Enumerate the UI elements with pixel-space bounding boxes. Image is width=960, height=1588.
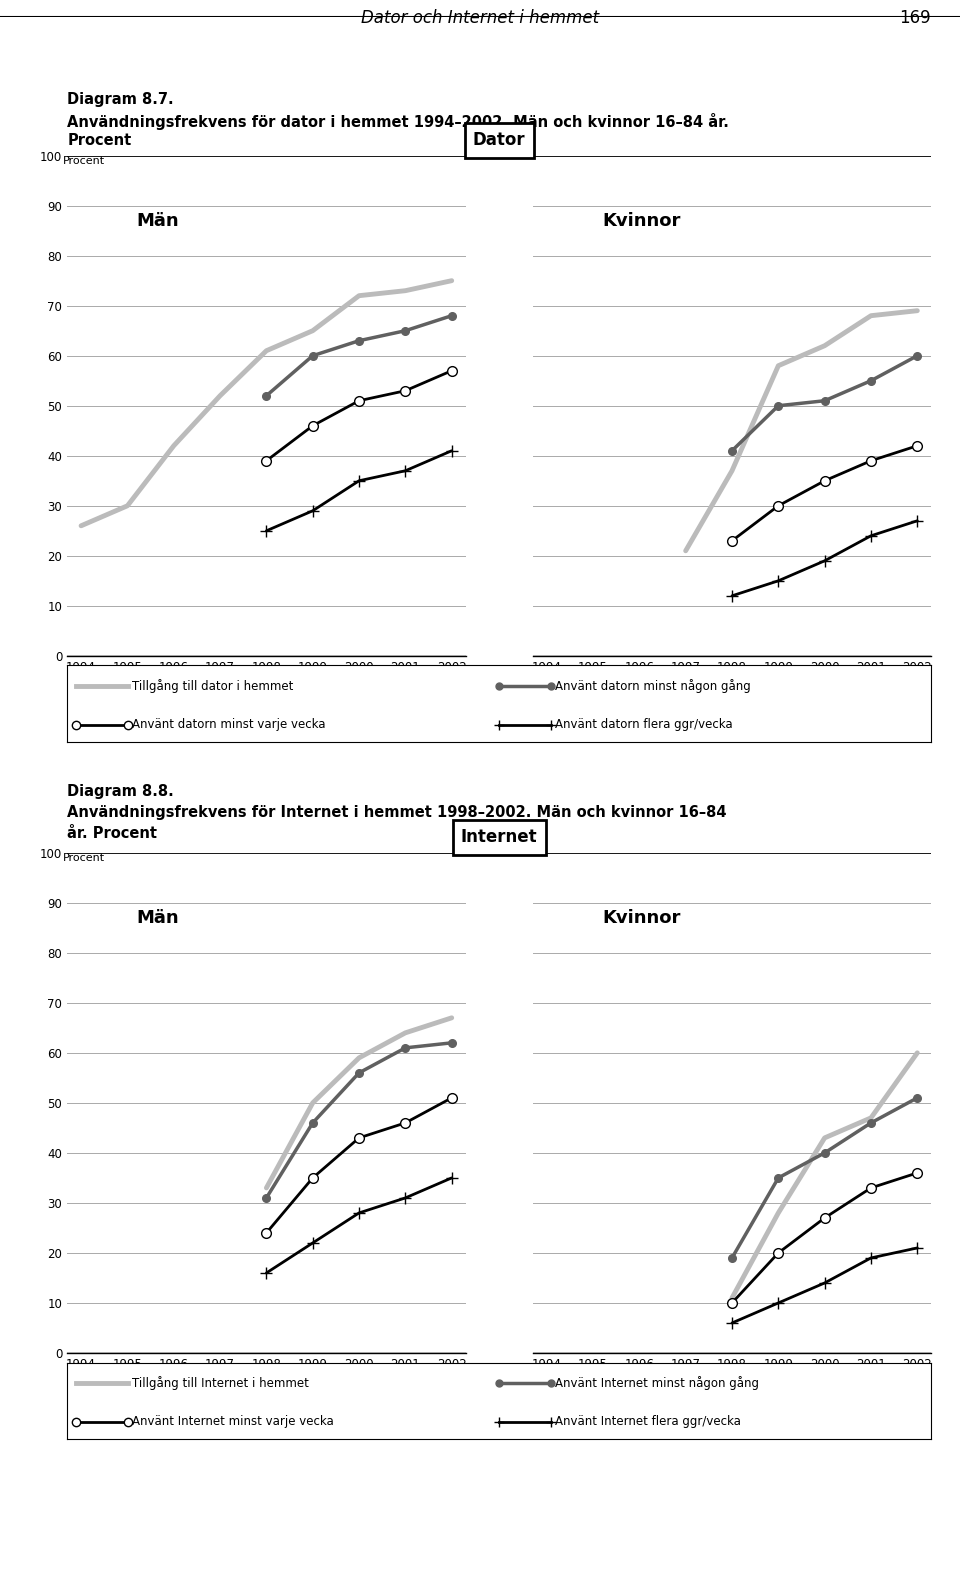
Text: Kvinnor: Kvinnor bbox=[602, 908, 681, 927]
Text: Män: Män bbox=[136, 908, 180, 927]
Text: Män: Män bbox=[136, 211, 180, 230]
Text: Använt Internet minst varje vecka: Använt Internet minst varje vecka bbox=[132, 1415, 334, 1429]
Text: Tillgång till Internet i hemmet: Tillgång till Internet i hemmet bbox=[132, 1377, 309, 1390]
Text: Diagram 8.8.: Diagram 8.8. bbox=[67, 784, 174, 799]
Text: Använt datorn flera ggr/vecka: Använt datorn flera ggr/vecka bbox=[555, 718, 733, 732]
Text: Använt Internet flera ggr/vecka: Använt Internet flera ggr/vecka bbox=[555, 1415, 741, 1429]
Text: Diagram 8.7.: Diagram 8.7. bbox=[67, 92, 174, 106]
Text: Använt datorn minst någon gång: Använt datorn minst någon gång bbox=[555, 680, 751, 692]
Text: Procent: Procent bbox=[67, 133, 132, 148]
Text: 169: 169 bbox=[900, 8, 931, 27]
Text: år. Procent: år. Procent bbox=[67, 826, 157, 840]
Text: Tillgång till dator i hemmet: Tillgång till dator i hemmet bbox=[132, 680, 294, 692]
Text: Internet: Internet bbox=[461, 829, 538, 846]
Text: Procent: Procent bbox=[62, 853, 105, 862]
Text: Användningsfrekvens för Internet i hemmet 1998–2002. Män och kvinnor 16–84: Användningsfrekvens för Internet i hemme… bbox=[67, 805, 727, 819]
Text: Procent: Procent bbox=[62, 156, 105, 165]
Text: Använt Internet minst någon gång: Använt Internet minst någon gång bbox=[555, 1377, 759, 1390]
Text: Dator: Dator bbox=[473, 132, 525, 149]
Text: Använt datorn minst varje vecka: Använt datorn minst varje vecka bbox=[132, 718, 325, 732]
Text: Kvinnor: Kvinnor bbox=[602, 211, 681, 230]
Text: Dator och Internet i hemmet: Dator och Internet i hemmet bbox=[361, 8, 599, 27]
Text: Användningsfrekvens för dator i hemmet 1994–2002. Män och kvinnor 16–84 år.: Användningsfrekvens för dator i hemmet 1… bbox=[67, 113, 729, 130]
